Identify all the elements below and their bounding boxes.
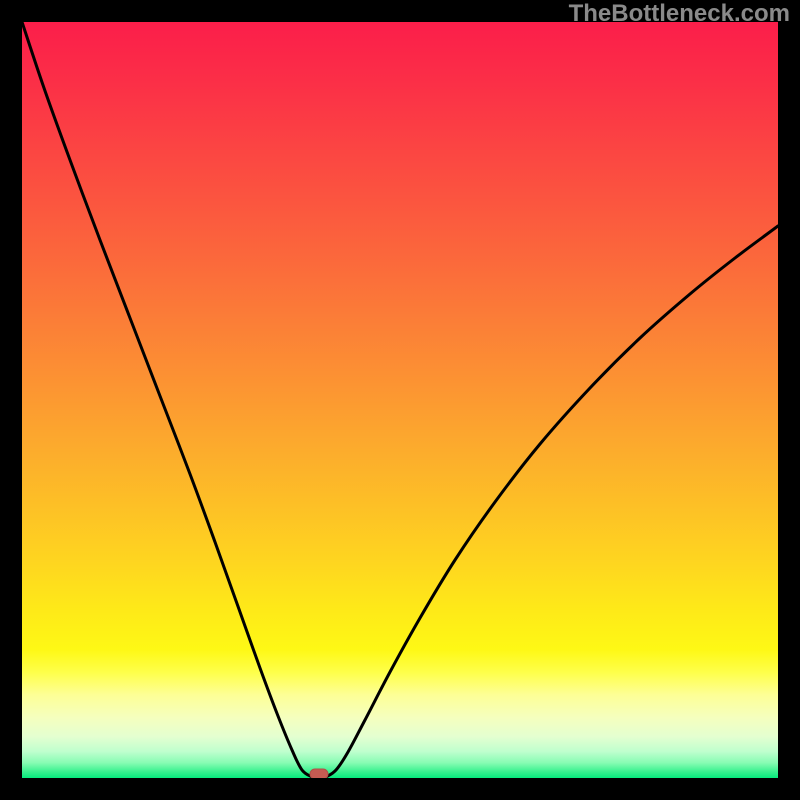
chart-container: { "chart": { "type": "line", "canvas": {…	[0, 0, 800, 800]
watermark-text: TheBottleneck.com	[569, 0, 790, 28]
chart-border	[0, 0, 800, 800]
